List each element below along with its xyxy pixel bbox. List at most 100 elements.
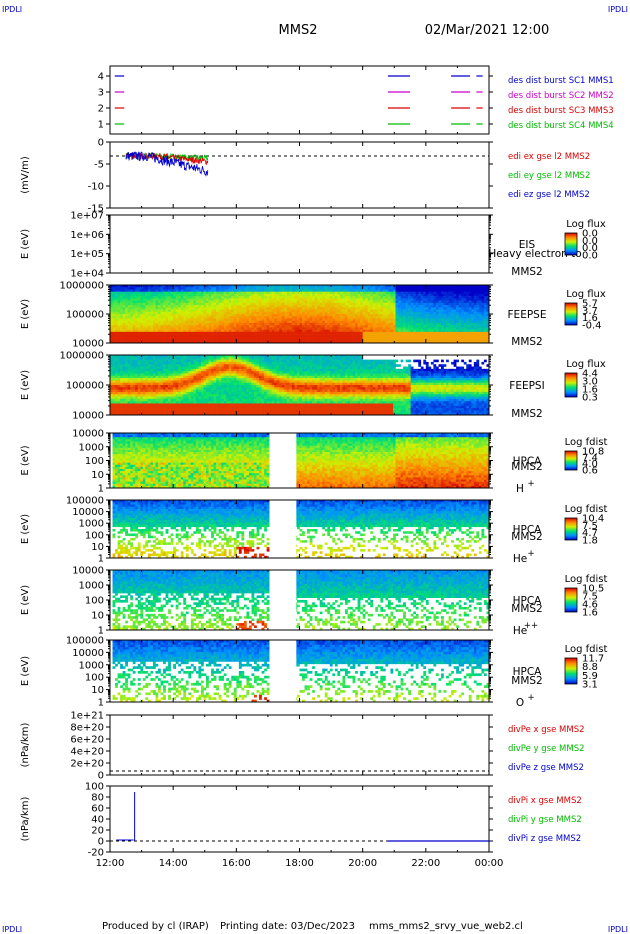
heatmap-cell (438, 331, 442, 335)
heatmap-cell (259, 338, 262, 342)
heatmap-cell (231, 327, 235, 330)
heatmap-cell (168, 368, 171, 372)
heatmap-cell (152, 300, 156, 304)
heatmap-cell (170, 309, 174, 313)
heatmap-cell (223, 305, 227, 308)
heatmap-cell (112, 322, 116, 326)
heatmap-cell (271, 289, 275, 292)
heatmap-cell (175, 293, 179, 297)
heatmap-cell (203, 329, 207, 333)
heatmap-cell (195, 300, 199, 304)
heatmap-cell (387, 307, 391, 310)
heatmap-cell (446, 322, 449, 326)
heatmap-cell (185, 373, 189, 377)
heatmap-cell (158, 291, 161, 295)
heatmap-cell (312, 338, 315, 342)
heatmap-cell (337, 298, 341, 301)
heatmap-cell (435, 322, 439, 326)
heatmap-cell (155, 403, 159, 407)
heatmap-cell (132, 385, 136, 388)
heatmap-cell (347, 334, 351, 337)
heatmap-cell (385, 329, 389, 333)
heatmap-cell (127, 387, 131, 390)
heatmap-cell (481, 336, 485, 339)
heatmap-cell (120, 309, 123, 313)
heatmap-cell (302, 302, 305, 306)
heatmap-cell (142, 314, 146, 317)
heatmap-cell (261, 327, 265, 330)
heatmap-cell (408, 338, 411, 342)
heatmap-cell (140, 336, 144, 339)
heatmap-cell (185, 309, 189, 313)
heatmap-cell (158, 287, 161, 290)
heatmap-cell (150, 373, 154, 377)
heatmap-cell (307, 287, 310, 290)
heatmap-cell (120, 329, 123, 333)
heatmap-cell (190, 316, 194, 319)
heatmap-cell (130, 394, 134, 397)
heatmap-cell (453, 331, 457, 335)
heatmap-cell (471, 285, 475, 288)
heatmap-cell (355, 334, 358, 337)
heatmap-cell (140, 300, 144, 304)
heatmap-cell (319, 320, 323, 324)
heatmap-cell (324, 298, 328, 301)
heatmap-cell (158, 302, 161, 306)
heatmap-cell (137, 396, 141, 400)
heatmap-cell (173, 316, 176, 319)
heatmap-cell (405, 334, 409, 337)
heatmap-cell (110, 305, 113, 308)
heatmap-cell (324, 327, 328, 330)
heatmap-cell (165, 316, 169, 319)
heatmap-cell (115, 285, 118, 288)
heatmap-cell (183, 322, 187, 326)
heatmap-cell (137, 385, 141, 388)
heatmap-cell (317, 336, 321, 339)
heatmap-cell (483, 322, 487, 326)
heatmap-cell (254, 311, 257, 315)
heatmap-cell (344, 322, 348, 326)
heatmap-cell (398, 320, 401, 324)
heatmap-cell (142, 401, 146, 404)
heatmap-cell (259, 325, 262, 328)
heatmap-cell (216, 311, 219, 315)
heatmap-cell (142, 307, 146, 310)
ylabel-feepse: E (eV) (20, 299, 31, 329)
heatmap-cell (216, 285, 219, 288)
heatmap-cell (332, 309, 336, 313)
heatmap-cell (375, 309, 379, 313)
heatmap-cell (130, 325, 134, 328)
heatmap-cell (130, 334, 134, 337)
heatmap-cell (193, 287, 197, 290)
heatmap-cell (132, 412, 136, 416)
heatmap-cell (357, 298, 361, 301)
heatmap-cell (168, 373, 171, 377)
heatmap-cell (117, 361, 121, 365)
heatmap-cell (269, 291, 273, 295)
heatmap-cell (173, 309, 176, 313)
heatmap-cell (256, 307, 260, 310)
heatmap-cell (367, 338, 371, 342)
heatmap-cell (170, 291, 174, 295)
heatmap-cell (190, 296, 194, 299)
heatmap-cell (362, 331, 366, 335)
heatmap-cell (137, 305, 141, 308)
heatmap-cell (392, 307, 396, 310)
heatmap-cell (112, 325, 116, 328)
heatmap-cell (150, 380, 154, 383)
heatmap-cell (380, 320, 384, 324)
heatmap-cell (165, 338, 169, 342)
heatmap-cell (438, 287, 442, 290)
heatmap-cell (276, 289, 280, 292)
heatmap-cell (294, 338, 298, 342)
heatmap-cell (342, 285, 346, 288)
heatmap-cell (163, 305, 166, 308)
heatmap-cell (165, 387, 169, 390)
heatmap-cell (403, 318, 406, 321)
heatmap-cell (438, 327, 442, 330)
heatmap-cell (420, 293, 424, 297)
heatmap-cell (312, 287, 315, 290)
heatmap-cell (155, 389, 159, 393)
heatmap-cell (453, 311, 457, 315)
heatmap-cell (324, 287, 328, 290)
